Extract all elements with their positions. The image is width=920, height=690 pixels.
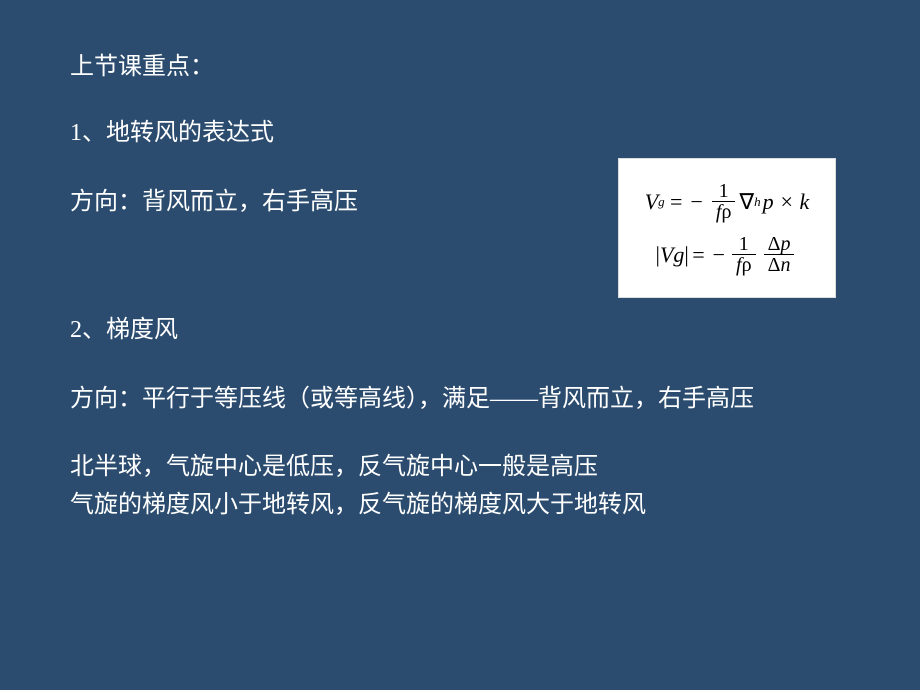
eq2-lhs-close: | [684, 244, 688, 266]
eq2-frac1-den-b: ρ [742, 254, 752, 276]
eq1-frac1-den: fρ [712, 201, 736, 222]
eq2-lhs: Vg [660, 244, 684, 266]
heading-previous-key-points: 上节课重点： [70, 48, 850, 86]
eq1-frac1-den-b: ρ [721, 201, 731, 223]
item2-direction: 方向：平行于等压线（或等高线），满足——背风而立，右手高压 [70, 380, 850, 418]
eq2-frac2-den-b: n [780, 254, 790, 276]
item2-line3: 北半球，气旋中心是低压，反气旋中心一般是高压 [70, 448, 850, 486]
eq2-frac2-num: Δp [766, 234, 793, 254]
item1-title: 1、地转风的表达式 [70, 114, 850, 152]
eq2-frac2-den: Δn [764, 254, 795, 275]
eq2-frac2-den-a: Δ [768, 254, 781, 276]
eq2-frac2: Δp Δn [764, 234, 795, 275]
eq2-frac2-num-a: Δ [768, 233, 781, 255]
eq1-frac1: 1 fρ [712, 181, 736, 222]
eq1-lhs: V [645, 191, 658, 213]
formula-eq1: Vg = − 1 fρ ∇h p × k [627, 181, 827, 222]
formula-box: Vg = − 1 fρ ∇h p × k |Vg| = − 1 fρ Δp Δn [618, 158, 836, 298]
item2-line4: 气旋的梯度风小于地转风，反气旋的梯度风大于地转风 [70, 486, 850, 524]
eq1-prefix: = − [669, 191, 704, 213]
eq2-frac2-num-b: p [780, 233, 790, 255]
eq1-lhs-sub: g [658, 195, 665, 208]
eq2-frac1-num: 1 [737, 234, 751, 254]
eq2-frac1: 1 fρ [732, 234, 756, 275]
nabla-sub: h [754, 195, 761, 208]
eq1-frac1-num: 1 [717, 181, 731, 201]
item2-title: 2、梯度风 [70, 311, 850, 349]
eq2-prefix: = − [691, 244, 726, 266]
nabla-icon: ∇ [739, 191, 754, 213]
eq1-after-nabla: p × k [763, 191, 810, 213]
eq2-frac1-den: fρ [732, 254, 756, 275]
formula-eq2: |Vg| = − 1 fρ Δp Δn [627, 234, 827, 275]
